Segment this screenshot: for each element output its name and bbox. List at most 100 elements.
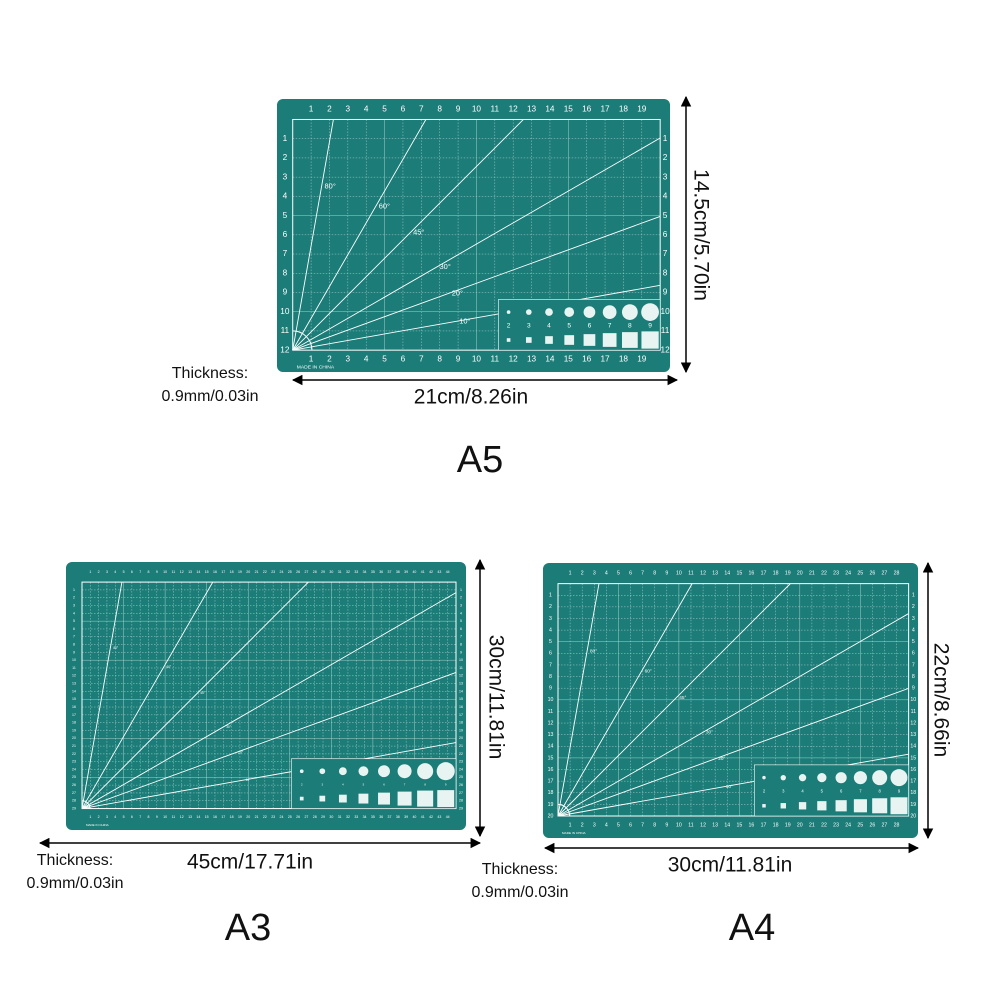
template-number: 5 bbox=[821, 789, 824, 794]
ruler-number: 20 bbox=[797, 822, 803, 828]
ruler-number: 23 bbox=[271, 815, 275, 819]
thickness-label: Thickness: bbox=[482, 861, 558, 878]
ruler-number: 8 bbox=[460, 642, 462, 646]
ruler-number: 31 bbox=[338, 570, 342, 574]
height-label: 22cm/8.66in bbox=[929, 643, 952, 757]
ruler-number: 39 bbox=[404, 815, 408, 819]
template-number: 3 bbox=[782, 789, 785, 794]
angle-line bbox=[81, 742, 457, 810]
template-circle bbox=[872, 770, 888, 786]
origin-arc bbox=[292, 330, 313, 351]
ruler-number: 15 bbox=[736, 571, 742, 577]
ruler-number: 33 bbox=[354, 570, 358, 574]
ruler-number: 2 bbox=[73, 596, 75, 600]
ruler-number: 30 bbox=[329, 570, 333, 574]
ruler-number: 15 bbox=[910, 755, 916, 761]
ruler-number: 16 bbox=[582, 354, 592, 363]
ruler-number: 44 bbox=[446, 815, 450, 819]
template-square bbox=[564, 335, 575, 345]
ruler-number: 8 bbox=[148, 815, 150, 819]
ruler-number: 2 bbox=[663, 153, 668, 162]
angle-label: 10° bbox=[726, 784, 733, 789]
ruler-number: 10 bbox=[459, 658, 463, 662]
ruler-number: 12 bbox=[509, 104, 519, 113]
ruler-number: 7 bbox=[139, 570, 141, 574]
template-circle bbox=[506, 310, 511, 314]
ruler-number: 4 bbox=[283, 192, 288, 201]
ruler-number: 37 bbox=[388, 570, 392, 574]
ruler-number: 5 bbox=[123, 570, 125, 574]
ruler-number: 19 bbox=[785, 571, 791, 577]
ruler-number: 18 bbox=[910, 790, 916, 796]
ruler-number: 14 bbox=[724, 571, 730, 577]
ruler-number: 28 bbox=[72, 799, 76, 803]
ruler-number: 7 bbox=[419, 354, 424, 363]
ruler-number: 3 bbox=[663, 172, 668, 181]
ruler-number: 24 bbox=[280, 570, 284, 574]
template-circle bbox=[817, 773, 827, 783]
ruler-number: 8 bbox=[653, 822, 656, 828]
ruler-number: 1 bbox=[569, 571, 572, 577]
template-number: 9 bbox=[648, 323, 652, 330]
ruler-number: 7 bbox=[641, 822, 644, 828]
ruler-number: 17 bbox=[761, 571, 767, 577]
template-square bbox=[583, 334, 596, 346]
ruler-number: 7 bbox=[419, 104, 424, 113]
ruler-number: 32 bbox=[346, 815, 350, 819]
template-square bbox=[835, 800, 847, 812]
ruler-number: 1 bbox=[283, 134, 288, 143]
ruler-number: 2 bbox=[581, 822, 584, 828]
template-square bbox=[525, 337, 532, 343]
thickness-value: 0.9mm/0.03in bbox=[27, 875, 124, 892]
ruler-number: 20 bbox=[548, 813, 554, 819]
ruler-number: 6 bbox=[629, 822, 632, 828]
ruler-number: 26 bbox=[72, 783, 76, 787]
ruler-number: 19 bbox=[238, 815, 242, 819]
ruler-number: 15 bbox=[564, 104, 574, 113]
ruler-number: 14 bbox=[545, 104, 555, 113]
ruler-number: 19 bbox=[785, 822, 791, 828]
ruler-number: 4 bbox=[912, 627, 915, 633]
made-in-label: MADE IN CHINA bbox=[86, 823, 109, 827]
ruler-number: 3 bbox=[460, 603, 462, 607]
ruler-number: 5 bbox=[382, 354, 387, 363]
ruler-number: 26 bbox=[869, 822, 875, 828]
ruler-number: 13 bbox=[712, 571, 718, 577]
ruler-number: 3 bbox=[912, 616, 915, 622]
ruler-number: 10 bbox=[72, 658, 76, 662]
ruler-number: 2 bbox=[460, 596, 462, 600]
ruler-number: 13 bbox=[72, 682, 76, 686]
ruler-number: 22 bbox=[821, 571, 827, 577]
ruler-number: 35 bbox=[371, 570, 375, 574]
ruler-number: 2 bbox=[283, 153, 288, 162]
angle-line bbox=[292, 119, 334, 351]
template-square bbox=[358, 793, 369, 804]
template-square bbox=[872, 798, 888, 814]
ruler-number: 6 bbox=[131, 815, 133, 819]
ruler-number: 11 bbox=[548, 709, 554, 715]
ruler-number: 27 bbox=[882, 571, 888, 577]
ruler-number: 24 bbox=[280, 815, 284, 819]
template-number: 2 bbox=[301, 782, 303, 786]
angle-line bbox=[292, 215, 661, 351]
ruler-number: 4 bbox=[605, 822, 608, 828]
ruler-number: 12 bbox=[509, 354, 519, 363]
ruler-number: 15 bbox=[459, 697, 463, 701]
ruler-number: 18 bbox=[773, 571, 779, 577]
ruler-number: 24 bbox=[459, 767, 463, 771]
ruler-number: 13 bbox=[910, 732, 916, 738]
ruler-number: 19 bbox=[637, 104, 647, 113]
ruler-number: 14 bbox=[196, 815, 200, 819]
ruler-number: 30 bbox=[329, 815, 333, 819]
ruler-number: 21 bbox=[809, 822, 815, 828]
ruler-number: 28 bbox=[894, 571, 900, 577]
ruler-number: 25 bbox=[72, 775, 76, 779]
ruler-number: 18 bbox=[459, 721, 463, 725]
template-square bbox=[545, 336, 553, 344]
template-number: 6 bbox=[840, 789, 843, 794]
ruler-number: 13 bbox=[188, 815, 192, 819]
angle-label: 80° bbox=[113, 646, 119, 650]
template-number: 7 bbox=[608, 323, 612, 330]
ruler-number: 20 bbox=[797, 571, 803, 577]
